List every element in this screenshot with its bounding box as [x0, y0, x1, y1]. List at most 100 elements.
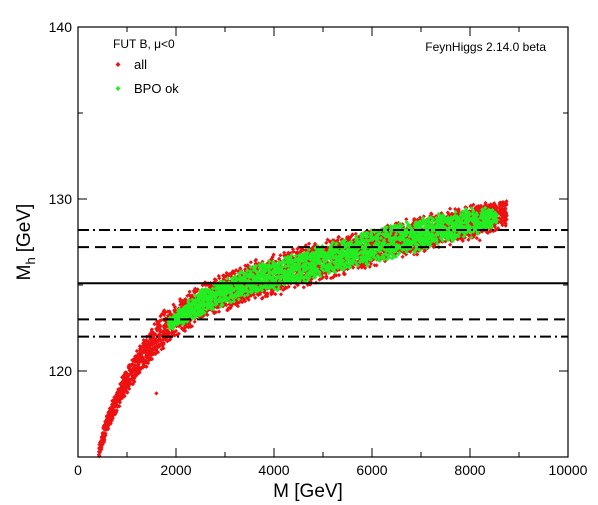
data-point-all — [448, 242, 453, 247]
data-point-all — [121, 391, 126, 396]
data-point-all — [142, 342, 147, 347]
data-point-all — [192, 319, 197, 324]
data-point-all — [303, 248, 308, 253]
data-point-all — [187, 318, 193, 323]
data-point-bpo-ok — [174, 322, 179, 327]
data-point-all — [404, 235, 409, 240]
data-point-bpo-ok — [199, 312, 204, 317]
data-point-bpo-ok — [301, 256, 306, 261]
data-point-bpo-ok — [418, 225, 423, 230]
data-point-all — [149, 338, 155, 343]
data-point-all — [237, 295, 242, 300]
data-point-bpo-ok — [385, 257, 390, 262]
data-point-bpo-ok — [450, 232, 455, 237]
data-point-bpo-ok — [396, 243, 401, 248]
data-point-all — [172, 305, 178, 310]
data-point-bpo-ok — [374, 240, 379, 245]
data-point-all — [144, 343, 149, 348]
data-point-all — [127, 373, 132, 378]
data-point-bpo-ok — [373, 250, 378, 255]
data-point-all — [150, 342, 155, 347]
data-point-bpo-ok — [227, 299, 233, 304]
data-point-all — [253, 257, 259, 262]
data-point-all — [124, 385, 129, 390]
data-point-all — [106, 411, 111, 416]
data-point-all — [443, 239, 448, 244]
data-point-all — [101, 440, 106, 445]
data-point-all — [227, 271, 232, 276]
data-point-bpo-ok — [460, 229, 465, 234]
data-point-all — [159, 338, 164, 343]
data-point-all — [404, 252, 409, 257]
data-point-bpo-ok — [404, 220, 409, 225]
data-point-all — [159, 347, 164, 352]
data-point-all — [163, 310, 168, 315]
data-point-bpo-ok — [307, 255, 312, 260]
data-point-all — [396, 238, 401, 244]
data-point-all — [154, 391, 159, 396]
data-point-all — [502, 202, 507, 208]
data-point-bpo-ok — [334, 259, 339, 264]
data-point-all — [224, 270, 229, 276]
data-point-bpo-ok — [209, 301, 215, 306]
data-point-all — [146, 348, 151, 353]
data-point-all — [469, 204, 474, 209]
data-point-all — [127, 386, 132, 391]
data-point-bpo-ok — [300, 264, 305, 269]
data-point-all — [152, 332, 157, 337]
data-point-all — [217, 276, 222, 281]
data-point-bpo-ok — [428, 215, 433, 220]
data-point-all — [342, 256, 347, 261]
data-point-bpo-ok — [465, 213, 470, 218]
data-point-all — [448, 206, 453, 211]
data-point-bpo-ok — [230, 286, 235, 291]
data-point-all — [159, 341, 164, 346]
data-point-all — [256, 292, 261, 298]
data-point-all — [284, 285, 289, 290]
data-point-all — [472, 232, 477, 237]
data-point-all — [159, 318, 164, 323]
data-point-bpo-ok — [438, 235, 443, 241]
data-point-all — [178, 299, 183, 304]
data-point-all — [503, 214, 508, 220]
data-point-bpo-ok — [335, 266, 340, 271]
data-point-all — [308, 282, 313, 287]
data-point-all — [415, 252, 420, 257]
data-point-all — [449, 211, 454, 216]
data-point-all — [471, 202, 476, 207]
data-point-bpo-ok — [247, 275, 252, 280]
data-point-bpo-ok — [267, 259, 272, 264]
data-point-all — [336, 235, 341, 240]
data-point-bpo-ok — [214, 285, 219, 290]
data-point-all — [313, 243, 318, 248]
data-point-all — [246, 297, 251, 302]
data-point-all — [283, 253, 288, 258]
data-point-all — [207, 283, 212, 288]
data-point-all — [334, 273, 339, 278]
data-point-bpo-ok — [470, 212, 475, 217]
data-point-all — [324, 274, 329, 279]
data-point-all — [337, 267, 342, 272]
data-point-all — [147, 350, 152, 355]
data-point-all — [353, 231, 358, 236]
data-point-all — [356, 265, 361, 270]
data-point-all — [360, 264, 365, 269]
data-point-all — [150, 346, 155, 351]
data-point-bpo-ok — [326, 271, 331, 276]
data-point-bpo-ok — [450, 225, 455, 230]
data-point-all — [115, 395, 120, 400]
data-point-all — [108, 420, 113, 425]
data-point-bpo-ok — [382, 240, 387, 245]
data-point-bpo-ok — [397, 235, 402, 240]
data-point-all — [404, 227, 409, 232]
data-point-bpo-ok — [394, 243, 400, 248]
data-point-all — [430, 241, 435, 246]
data-point-bpo-ok — [485, 220, 490, 225]
data-point-bpo-ok — [299, 272, 304, 277]
data-point-all — [144, 360, 149, 365]
data-point-all — [341, 260, 346, 265]
data-point-bpo-ok — [306, 247, 311, 252]
data-point-bpo-ok — [371, 254, 376, 260]
data-point-all — [151, 340, 156, 345]
data-point-bpo-ok — [434, 233, 439, 238]
